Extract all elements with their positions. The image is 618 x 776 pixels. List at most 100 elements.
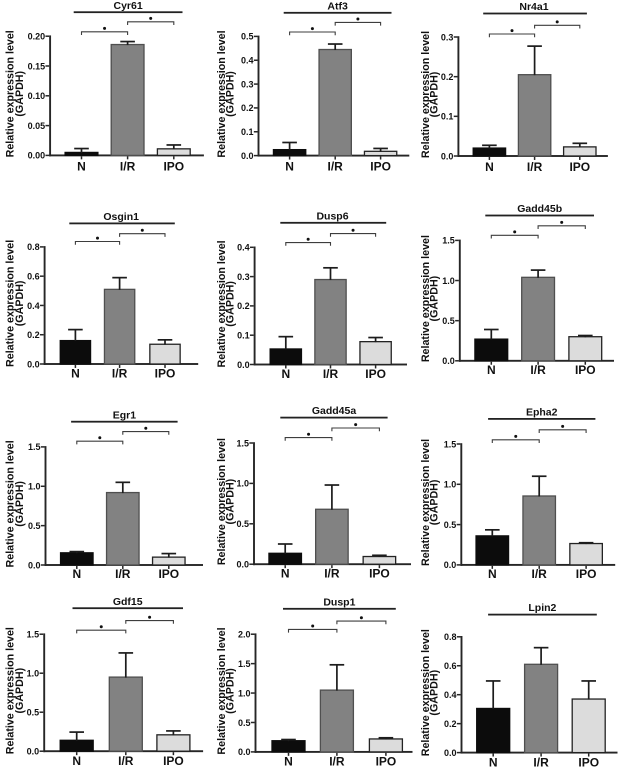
svg-text:(GAPDH): (GAPDH) [225, 71, 237, 117]
svg-text:0.5: 0.5 [28, 521, 41, 531]
svg-text:0.0: 0.0 [441, 151, 454, 161]
svg-text:I/R: I/R [115, 567, 131, 581]
svg-text:1.0: 1.0 [444, 480, 457, 490]
svg-text:Relative expression level: Relative expression level [420, 31, 432, 158]
svg-text:0.0: 0.0 [444, 748, 457, 758]
svg-text:0.4: 0.4 [444, 690, 457, 700]
svg-text:Relative expression level: Relative expression level [216, 438, 228, 565]
svg-text:IPO: IPO [158, 567, 179, 581]
svg-text:(GAPDH): (GAPDH) [429, 479, 441, 525]
svg-text:1.0: 1.0 [236, 479, 249, 489]
svg-text:(GAPDH): (GAPDH) [224, 478, 236, 524]
svg-text:IPO: IPO [369, 566, 390, 580]
svg-text:I/R: I/R [328, 160, 344, 174]
svg-text:0.5: 0.5 [236, 519, 249, 529]
svg-text:0.2: 0.2 [241, 103, 254, 113]
svg-text:0.3: 0.3 [441, 32, 454, 42]
svg-text:N: N [485, 160, 494, 174]
svg-text:0.2: 0.2 [237, 301, 250, 311]
svg-text:0.8: 0.8 [444, 632, 457, 642]
svg-text:0.0: 0.0 [241, 151, 254, 161]
svg-text:(GAPDH): (GAPDH) [14, 667, 26, 713]
svg-text:1.0: 1.0 [28, 482, 41, 492]
svg-text:Gadd45a: Gadd45a [312, 405, 357, 417]
svg-text:Relative expression level: Relative expression level [216, 627, 228, 754]
svg-text:0.3: 0.3 [241, 79, 254, 89]
svg-text:IPO: IPO [365, 367, 386, 381]
svg-text:0.5: 0.5 [442, 316, 455, 326]
svg-text:N: N [71, 366, 80, 380]
svg-text:1.5: 1.5 [27, 630, 40, 640]
svg-text:Osgin1: Osgin1 [103, 211, 139, 223]
svg-text:Relative expression level: Relative expression level [4, 240, 16, 367]
svg-text:0.1: 0.1 [237, 331, 250, 341]
svg-text:0.0: 0.0 [238, 747, 251, 757]
svg-text:Relative expression level: Relative expression level [420, 439, 432, 566]
svg-text:IPO: IPO [370, 160, 391, 174]
svg-text:0.0: 0.0 [28, 560, 41, 570]
svg-text:(GAPDH): (GAPDH) [14, 71, 26, 117]
svg-text:I/R: I/R [533, 755, 549, 769]
svg-text:N: N [284, 755, 293, 769]
svg-text:0.5: 0.5 [444, 520, 457, 530]
svg-text:Egr1: Egr1 [113, 409, 137, 421]
svg-text:1.0: 1.0 [238, 688, 251, 698]
svg-text:N: N [281, 367, 290, 381]
svg-text:0.8: 0.8 [27, 242, 40, 252]
svg-text:0.15: 0.15 [28, 61, 46, 71]
svg-text:0.2: 0.2 [441, 72, 454, 82]
svg-text:Relative expression level: Relative expression level [4, 440, 16, 567]
svg-text:IPO: IPO [575, 363, 596, 377]
svg-text:N: N [489, 755, 498, 769]
svg-text:IPO: IPO [576, 567, 597, 581]
svg-text:I/R: I/R [532, 567, 548, 581]
svg-text:0.2: 0.2 [444, 719, 457, 729]
svg-text:N: N [77, 159, 86, 173]
svg-text:N: N [72, 567, 81, 581]
svg-text:0.0: 0.0 [236, 560, 249, 570]
svg-text:IPO: IPO [155, 366, 176, 380]
svg-text:I/R: I/R [118, 754, 134, 768]
svg-text:Dusp6: Dusp6 [316, 210, 348, 222]
svg-text:IPO: IPO [578, 755, 599, 769]
svg-text:IPO: IPO [163, 754, 184, 768]
svg-text:1.5: 1.5 [444, 439, 457, 449]
svg-text:Lpin2: Lpin2 [528, 602, 556, 614]
svg-text:Gdf15: Gdf15 [113, 596, 143, 608]
svg-text:0.5: 0.5 [27, 708, 40, 718]
svg-text:0.0: 0.0 [237, 360, 250, 370]
svg-text:Cyr61: Cyr61 [113, 0, 142, 12]
svg-text:Dusp1: Dusp1 [323, 596, 355, 608]
svg-text:0.1: 0.1 [441, 112, 454, 122]
svg-text:0.6: 0.6 [27, 272, 40, 282]
svg-text:Relative expression level: Relative expression level [420, 235, 432, 362]
svg-text:(GAPDH): (GAPDH) [14, 481, 26, 527]
svg-text:I/R: I/R [323, 367, 339, 381]
svg-text:IPO: IPO [569, 160, 590, 174]
svg-text:0.0: 0.0 [27, 359, 40, 369]
svg-text:0.0: 0.0 [442, 356, 455, 366]
svg-text:1.5: 1.5 [236, 438, 249, 448]
svg-text:IPO: IPO [163, 159, 184, 173]
svg-text:0.10: 0.10 [28, 91, 46, 101]
svg-text:1.5: 1.5 [28, 442, 41, 452]
svg-text:0.6: 0.6 [444, 661, 457, 671]
svg-text:Nr4a1: Nr4a1 [519, 1, 548, 13]
svg-text:Relative expression level: Relative expression level [420, 629, 432, 756]
svg-text:I/R: I/R [530, 363, 546, 377]
svg-text:N: N [72, 754, 81, 768]
svg-text:N: N [281, 566, 290, 580]
svg-text:Gadd45b: Gadd45b [517, 203, 562, 215]
svg-text:0.0: 0.0 [444, 560, 457, 570]
svg-text:0.2: 0.2 [27, 330, 40, 340]
svg-text:0.4: 0.4 [241, 56, 254, 66]
svg-text:Relative expression level: Relative expression level [4, 627, 16, 754]
svg-text:N: N [487, 363, 496, 377]
svg-text:I/R: I/R [527, 160, 543, 174]
svg-text:(GAPDH): (GAPDH) [429, 669, 441, 715]
svg-text:N: N [285, 160, 294, 174]
svg-text:I/R: I/R [112, 366, 128, 380]
svg-text:(GAPDH): (GAPDH) [429, 275, 441, 321]
svg-text:2.0: 2.0 [238, 630, 251, 640]
svg-text:IPO: IPO [376, 755, 397, 769]
